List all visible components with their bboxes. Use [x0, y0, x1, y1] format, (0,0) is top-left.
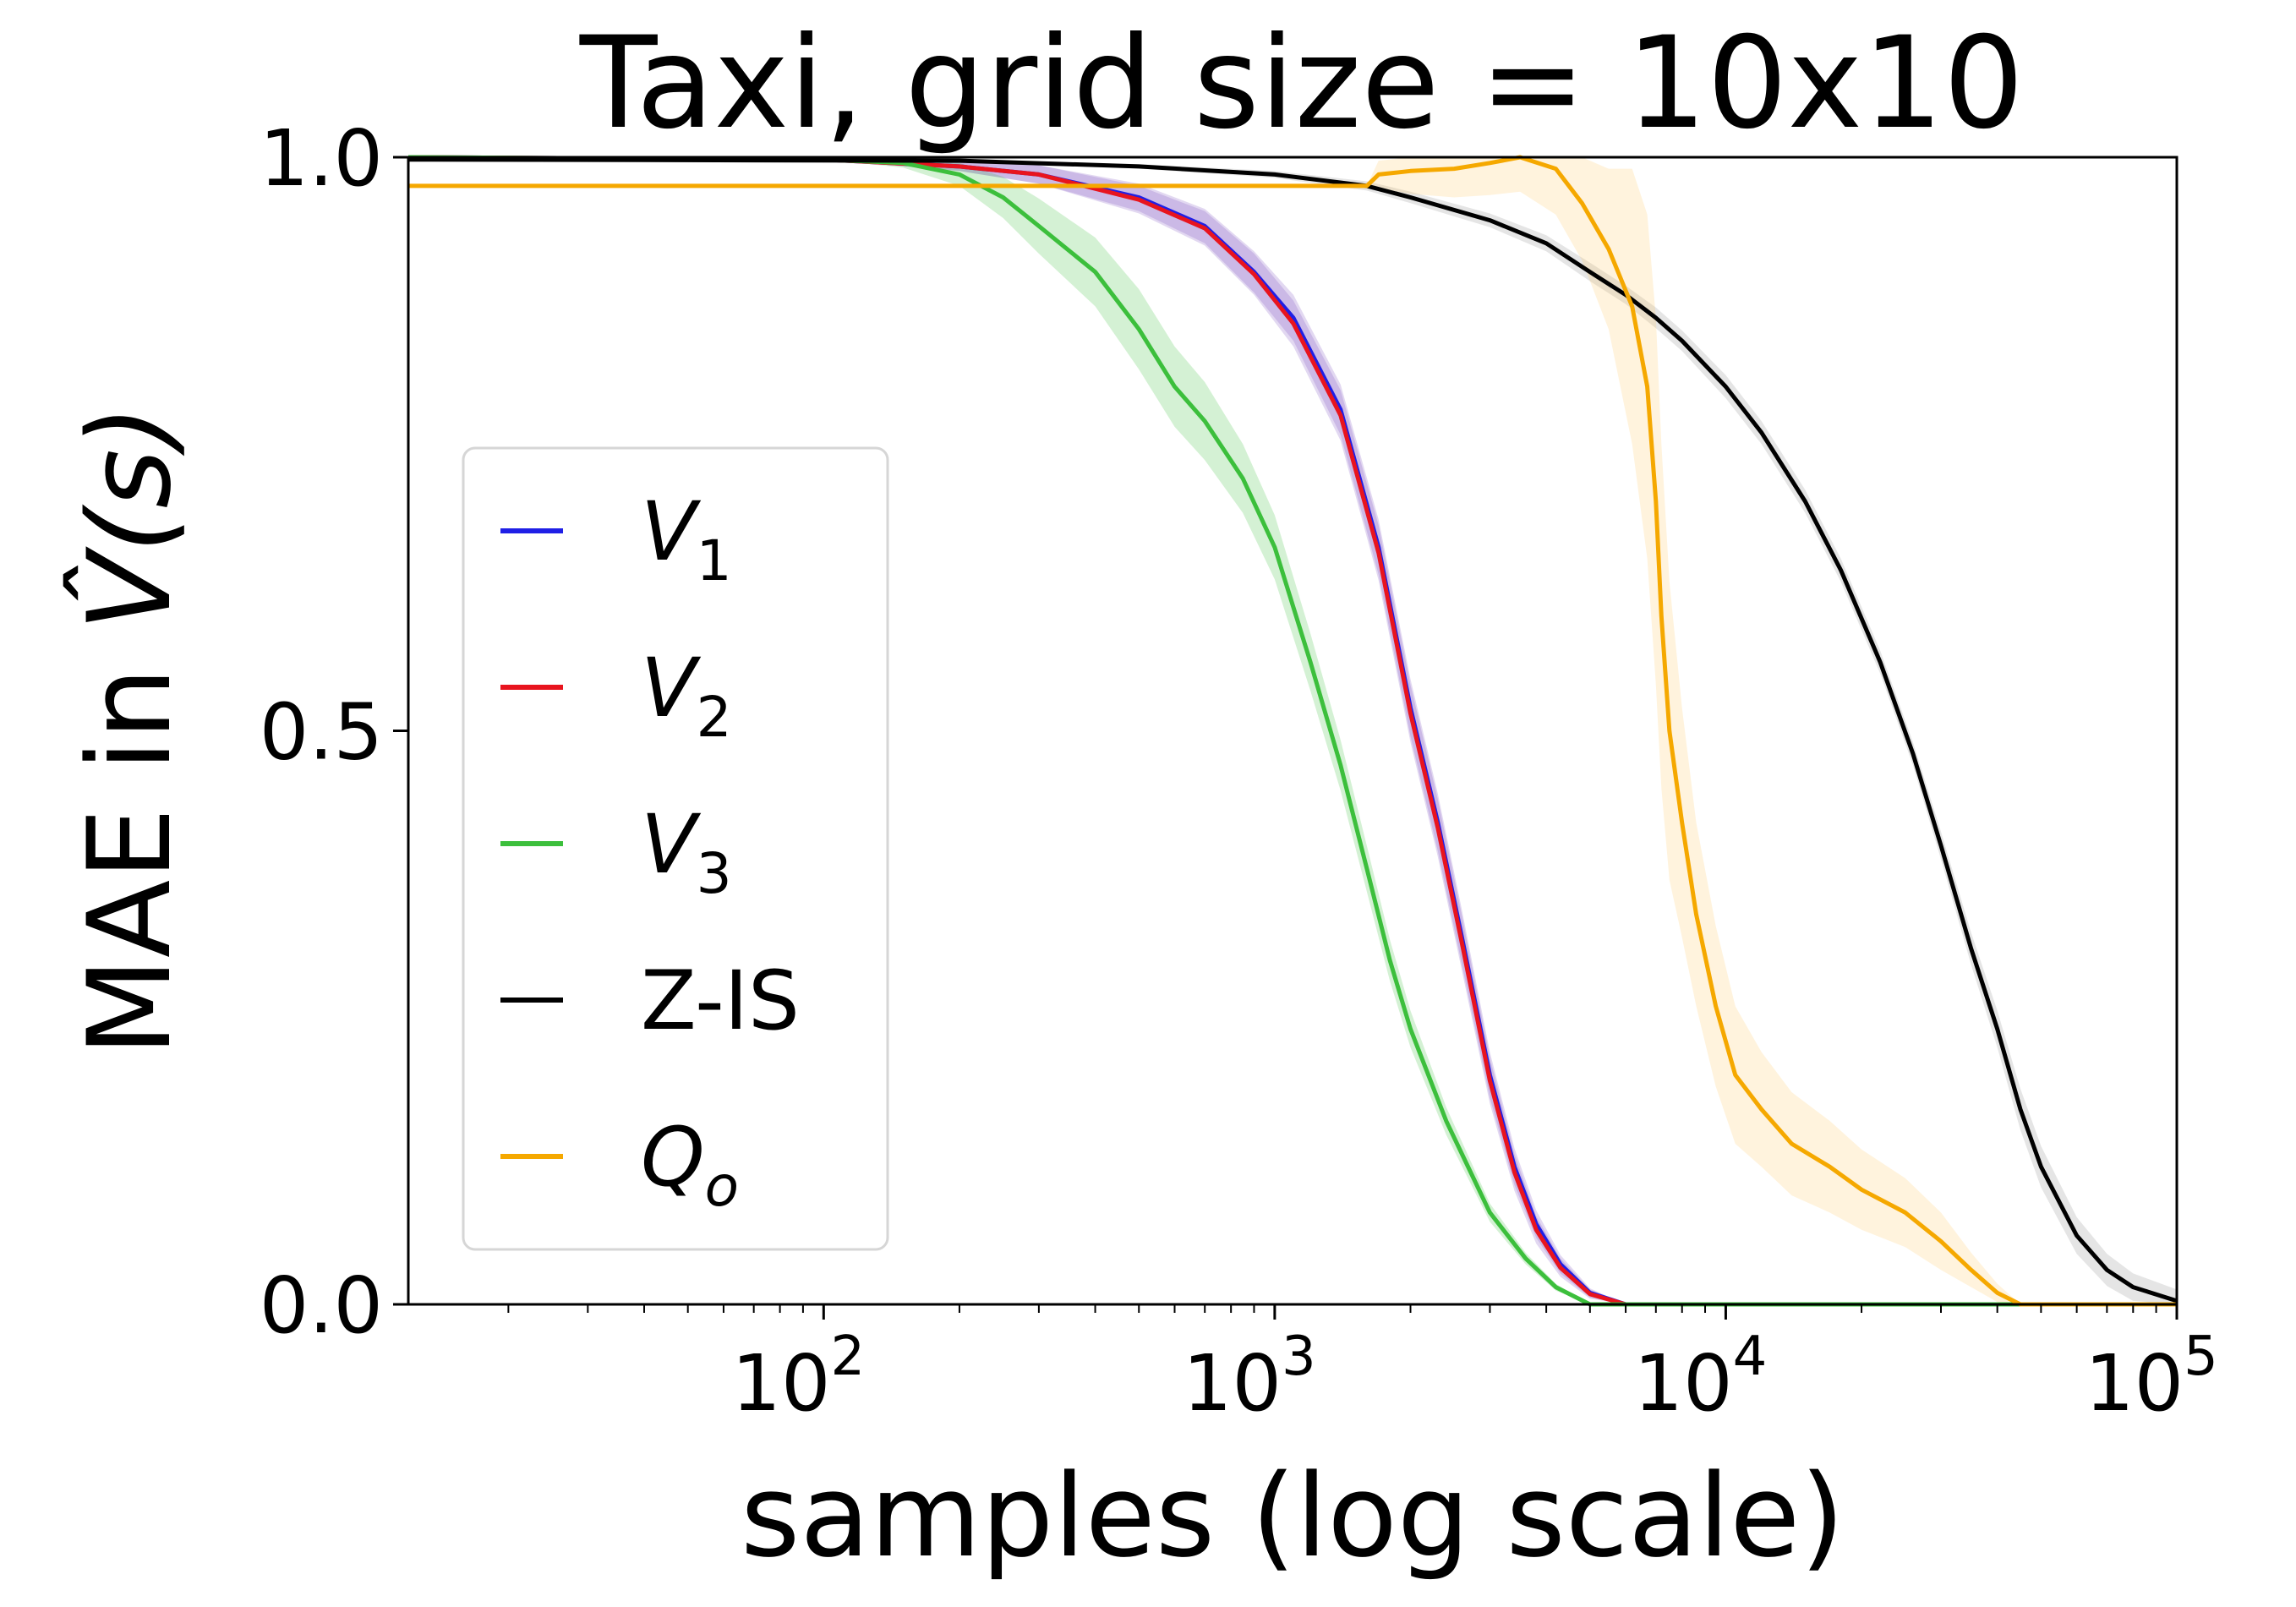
legend-label-v3: V3 — [641, 797, 732, 906]
legend-label-base: Q — [641, 1110, 705, 1205]
x-tick-base: 10 — [731, 1338, 830, 1429]
legend-label-z-is: Z-IS — [641, 954, 800, 1048]
x-tick-label: 103 — [1183, 1326, 1316, 1429]
y-tick-label: 0.5 — [260, 687, 383, 778]
x-axis-ticks: 102 103 104 105 — [507, 1304, 2218, 1429]
legend-label-qo: Qo — [641, 1110, 739, 1219]
y-axis-label-group: MAE in V̂(s) — [62, 404, 196, 1056]
y-tick-label: 0.0 — [260, 1260, 383, 1351]
y-axis-label-math: V̂(s) — [62, 404, 196, 631]
confidence-bands — [408, 157, 2177, 1305]
series-line-qo — [408, 155, 2177, 1307]
y-tick-label: 1.0 — [260, 113, 383, 204]
x-tick-base: 10 — [1183, 1338, 1282, 1429]
legend-label-v2: V2 — [641, 641, 732, 750]
x-axis-label: samples (log scale) — [741, 1450, 1845, 1582]
chart-title: Taxi, grid size = 10x10 — [579, 10, 2024, 157]
x-tick-label: 104 — [1634, 1326, 1768, 1429]
x-tick-exponent: 2 — [830, 1326, 865, 1388]
x-tick-exponent: 3 — [1282, 1326, 1316, 1388]
legend-label-base: V — [641, 797, 702, 892]
legend-label-subscript: 3 — [697, 841, 732, 906]
legend-label-base: V — [641, 641, 702, 735]
legend-label-subscript: 1 — [697, 528, 732, 593]
legend-label-subscript: 2 — [697, 685, 732, 750]
series-line-z-is — [407, 157, 2178, 1304]
x-tick-exponent: 4 — [1733, 1326, 1768, 1388]
series-line-v3 — [407, 155, 2177, 1307]
y-axis-ticks: 0.0 0.5 1.0 — [260, 113, 408, 1351]
legend-box — [462, 446, 889, 1251]
x-tick-exponent: 5 — [2184, 1326, 2218, 1388]
x-tick-base: 10 — [2085, 1338, 2184, 1429]
y-axis-label: MAE in V̂(s) — [62, 404, 196, 1056]
series-line-v2 — [407, 155, 2177, 1307]
x-tick-label: 102 — [731, 1326, 865, 1429]
x-tick-base: 10 — [1634, 1338, 1733, 1429]
y-axis-label-prefix: MAE in — [63, 631, 196, 1057]
band-qo — [408, 157, 2177, 1304]
x-tick-label: 105 — [2085, 1326, 2218, 1429]
legend-label-base: V — [641, 484, 702, 579]
series-lines — [407, 155, 2178, 1307]
legend-label-v1: V1 — [641, 484, 732, 593]
legend-label-subscript: o — [705, 1154, 739, 1219]
